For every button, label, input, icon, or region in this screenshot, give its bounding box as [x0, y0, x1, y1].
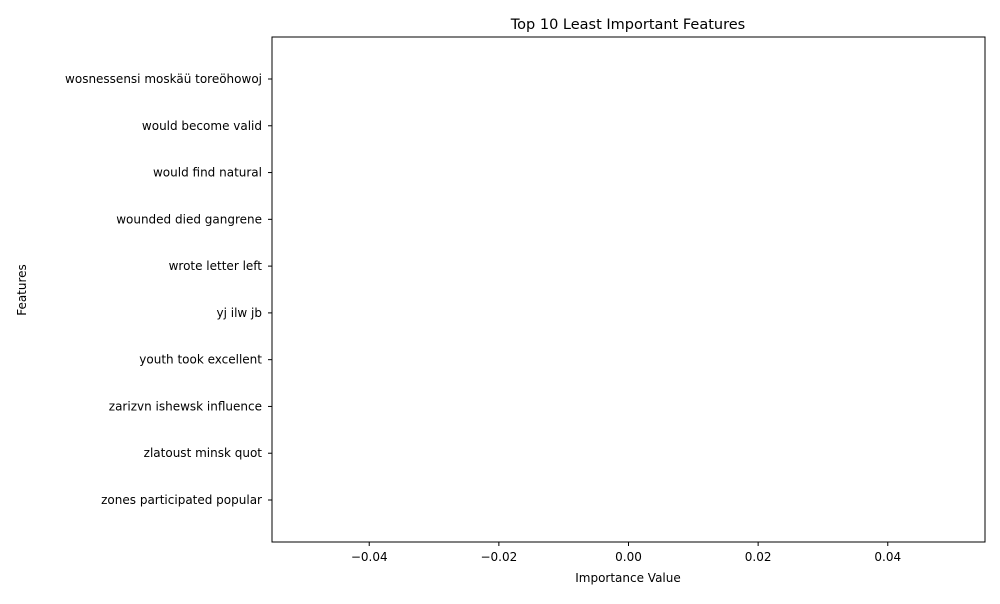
y-tick-label: wosnessensi moskäü toreöhowoj	[65, 72, 262, 86]
y-tick-label: zones participated popular	[101, 493, 262, 507]
chart-title: Top 10 Least Important Features	[510, 17, 745, 33]
y-tick-label: would become valid	[142, 119, 262, 133]
y-tick-label: wrote letter left	[169, 259, 263, 273]
y-tick-label: zarizvn ishewsk influence	[109, 399, 262, 413]
y-tick-label: yj ilw jb	[217, 306, 263, 320]
y-axis: wosnessensi moskäü toreöhowoj would becom…	[65, 72, 272, 507]
y-axis-label: Features	[15, 264, 29, 316]
plot-frame	[271, 36, 986, 543]
x-tick-label: −0.02	[480, 550, 517, 564]
y-tick-label: wounded died gangrene	[116, 212, 262, 226]
x-tick-label: 0.02	[745, 550, 772, 564]
y-tick-label: zlatoust minsk quot	[144, 446, 263, 460]
y-tick-label: youth took excellent	[139, 353, 262, 367]
y-tick-label: would find natural	[153, 166, 262, 180]
x-tick-label: 0.04	[874, 550, 901, 564]
x-axis-label: Importance Value	[575, 571, 681, 585]
x-axis: −0.04 −0.02 0.00 0.02 0.04	[351, 542, 901, 564]
x-tick-label: 0.00	[615, 550, 642, 564]
x-tick-label: −0.04	[351, 550, 388, 564]
